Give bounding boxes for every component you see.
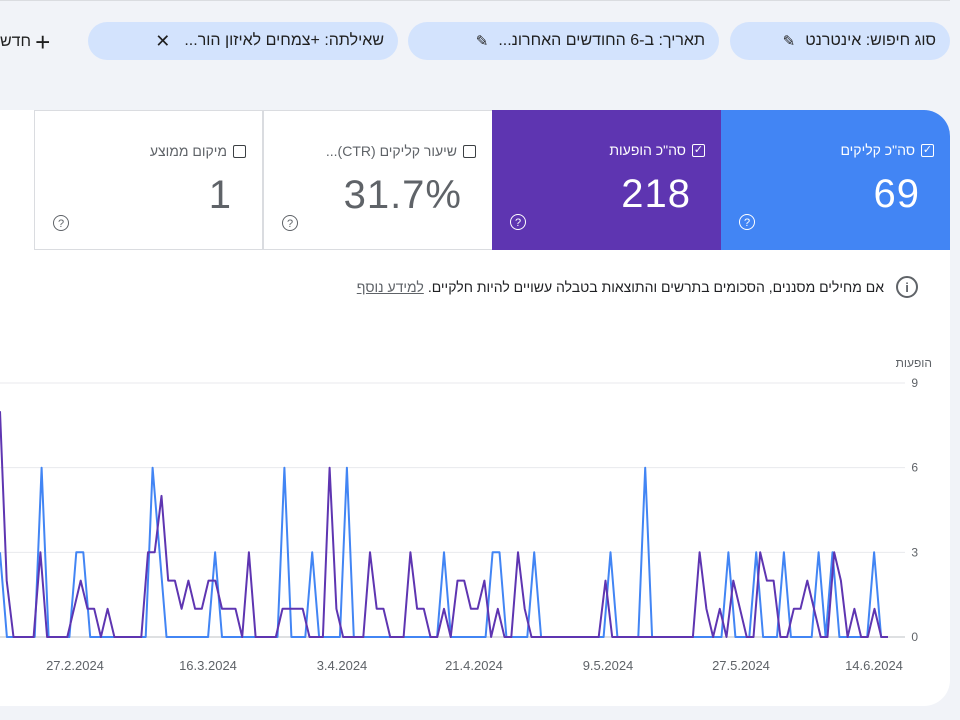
filter-chip-label: שאילתה: +צמחים לאיזון הור... (184, 32, 384, 49)
x-tick-label: 27.2.2024 (46, 658, 104, 673)
help-icon[interactable]: ? (510, 214, 526, 230)
info-icon: i (896, 276, 918, 298)
filter-chip-label: תאריך: ב-6 החודשים האחרונ... (498, 32, 705, 49)
performance-card: ✓ סה"כ קליקים 69 ? ✓ סה"כ הופעות 218 ? ש… (0, 110, 950, 706)
metric-value: 1 (208, 173, 232, 217)
series-line-impressions (0, 411, 888, 638)
filter-chip-date[interactable]: תאריך: ב-6 החודשים האחרונ... ✎ (408, 22, 719, 60)
help-icon[interactable]: ? (739, 214, 755, 230)
metric-label: מיקום ממוצע (150, 143, 246, 159)
divider (0, 0, 950, 1)
y-tick-label: 6 (911, 461, 918, 475)
metric-label-text: סה"כ קליקים (840, 142, 915, 158)
add-filter-label: חדש (0, 33, 32, 50)
help-icon[interactable]: ? (282, 215, 298, 231)
metric-label: ✓ סה"כ הופעות (609, 142, 705, 158)
add-filter-button[interactable]: + חדש (0, 28, 50, 56)
performance-chart: 0 3 6 9 הופעות 27.2.2024 16.3.2024 3.4.2024 21.4… (0, 356, 932, 673)
y-tick-label: 9 (911, 376, 918, 390)
metric-tile-ctr[interactable]: שיעור קליקים (CTR)... 31.7% ? (263, 110, 492, 250)
x-tick-label: 27.5.2024 (712, 658, 770, 673)
metric-label: שיעור קליקים (CTR)... (326, 143, 476, 159)
filter-chip-search-type[interactable]: סוג חיפוש: אינטרנט ✎ (730, 22, 950, 60)
filter-chip-query[interactable]: שאילתה: +צמחים לאיזון הור... ✕ (88, 22, 398, 60)
filter-chip-label: סוג חיפוש: אינטרנט (805, 32, 936, 49)
learn-more-link[interactable]: למידע נוסף (356, 279, 424, 295)
metric-label-text: שיעור קליקים (CTR)... (325, 143, 457, 159)
pencil-icon[interactable]: ✎ (475, 33, 489, 50)
help-icon[interactable]: ? (53, 215, 69, 231)
metric-tile-position[interactable]: מיקום ממוצע 1 ? (34, 110, 263, 250)
filter-bar: סוג חיפוש: אינטרנט ✎ תאריך: ב-6 החודשים … (0, 0, 960, 88)
checkbox-checked-icon[interactable]: ✓ (921, 143, 934, 157)
x-tick-label: 9.5.2024 (583, 658, 634, 673)
plus-icon: + (35, 27, 51, 57)
metric-value: 31.7% (343, 173, 462, 217)
metric-value: 69 (873, 172, 920, 216)
y-axis-label: הופעות (896, 356, 932, 370)
metric-label-text: סה"כ הופעות (609, 142, 686, 158)
y-tick-label: 3 (911, 545, 918, 559)
metric-value: 218 (621, 172, 691, 216)
pencil-icon[interactable]: ✎ (782, 33, 796, 50)
checkbox-unchecked-icon[interactable] (233, 144, 246, 158)
metric-tile-clicks[interactable]: ✓ סה"כ קליקים 69 ? (721, 110, 950, 250)
x-tick-label: 14.6.2024 (845, 658, 903, 673)
notice-text: אם מחילים מסננים, הסכומים בתרשים והתוצאו… (427, 279, 884, 295)
metric-tile-impressions[interactable]: ✓ סה"כ הופעות 218 ? (492, 110, 721, 250)
x-tick-label: 16.3.2024 (179, 658, 237, 673)
y-tick-label: 0 (911, 630, 918, 644)
metric-label-text: מיקום ממוצע (149, 143, 227, 159)
x-tick-label: 3.4.2024 (317, 658, 368, 673)
close-icon[interactable]: ✕ (155, 30, 171, 51)
x-tick-label: 21.4.2024 (445, 658, 503, 673)
checkbox-unchecked-icon[interactable] (463, 144, 476, 158)
checkbox-checked-icon[interactable]: ✓ (692, 143, 705, 157)
series-line-clicks (0, 466, 888, 638)
partial-data-notice: i אם מחילים מסננים, הסכומים בתרשים והתוצ… (357, 276, 918, 298)
metric-label: ✓ סה"כ קליקים (840, 142, 934, 158)
